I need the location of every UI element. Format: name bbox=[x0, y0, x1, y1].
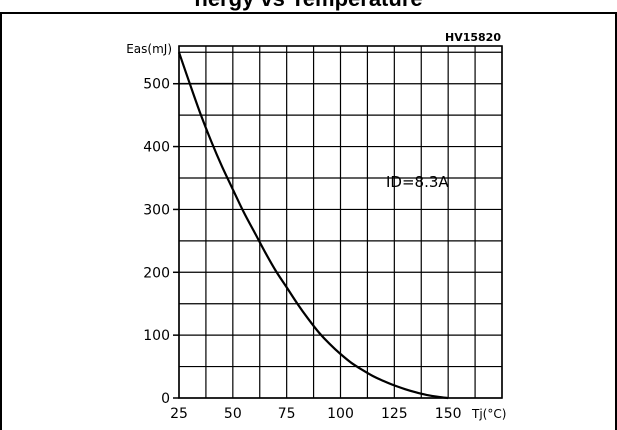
current-annotation: ID=8.3A bbox=[386, 173, 449, 191]
tick-label-layer: 0 100 200 300 400 500 25 50 75 100 125 150 bbox=[143, 77, 461, 422]
frame-right-border bbox=[615, 12, 617, 430]
y-axis-label: Eas(mJ) bbox=[126, 42, 172, 56]
figure-code: HV15820 bbox=[445, 31, 501, 44]
x-axis-label: Tj(°C) bbox=[471, 407, 506, 421]
y-tick-label: 100 bbox=[143, 328, 170, 344]
y-tick-label: 400 bbox=[143, 140, 170, 156]
x-tick-label: 125 bbox=[381, 406, 408, 422]
frame-left-border bbox=[0, 12, 2, 430]
y-tick-label: 500 bbox=[143, 77, 170, 93]
x-tick-label: 50 bbox=[224, 406, 242, 422]
frame-top-border bbox=[0, 12, 617, 14]
y-tick-label: 0 bbox=[161, 391, 170, 407]
plot-border bbox=[178, 45, 503, 399]
y-tick-label: 300 bbox=[143, 202, 170, 218]
x-tick-label: 75 bbox=[278, 406, 296, 422]
eas-curve bbox=[177, 51, 449, 400]
figure-title-fragment: nergy vs Temperature bbox=[0, 0, 617, 12]
grid-layer bbox=[173, 45, 503, 399]
x-tick-label: 100 bbox=[327, 406, 354, 422]
series-layer bbox=[177, 51, 449, 400]
x-tick-label: 150 bbox=[435, 406, 462, 422]
x-tick-label: 25 bbox=[170, 406, 188, 422]
y-tick-label: 200 bbox=[143, 265, 170, 281]
